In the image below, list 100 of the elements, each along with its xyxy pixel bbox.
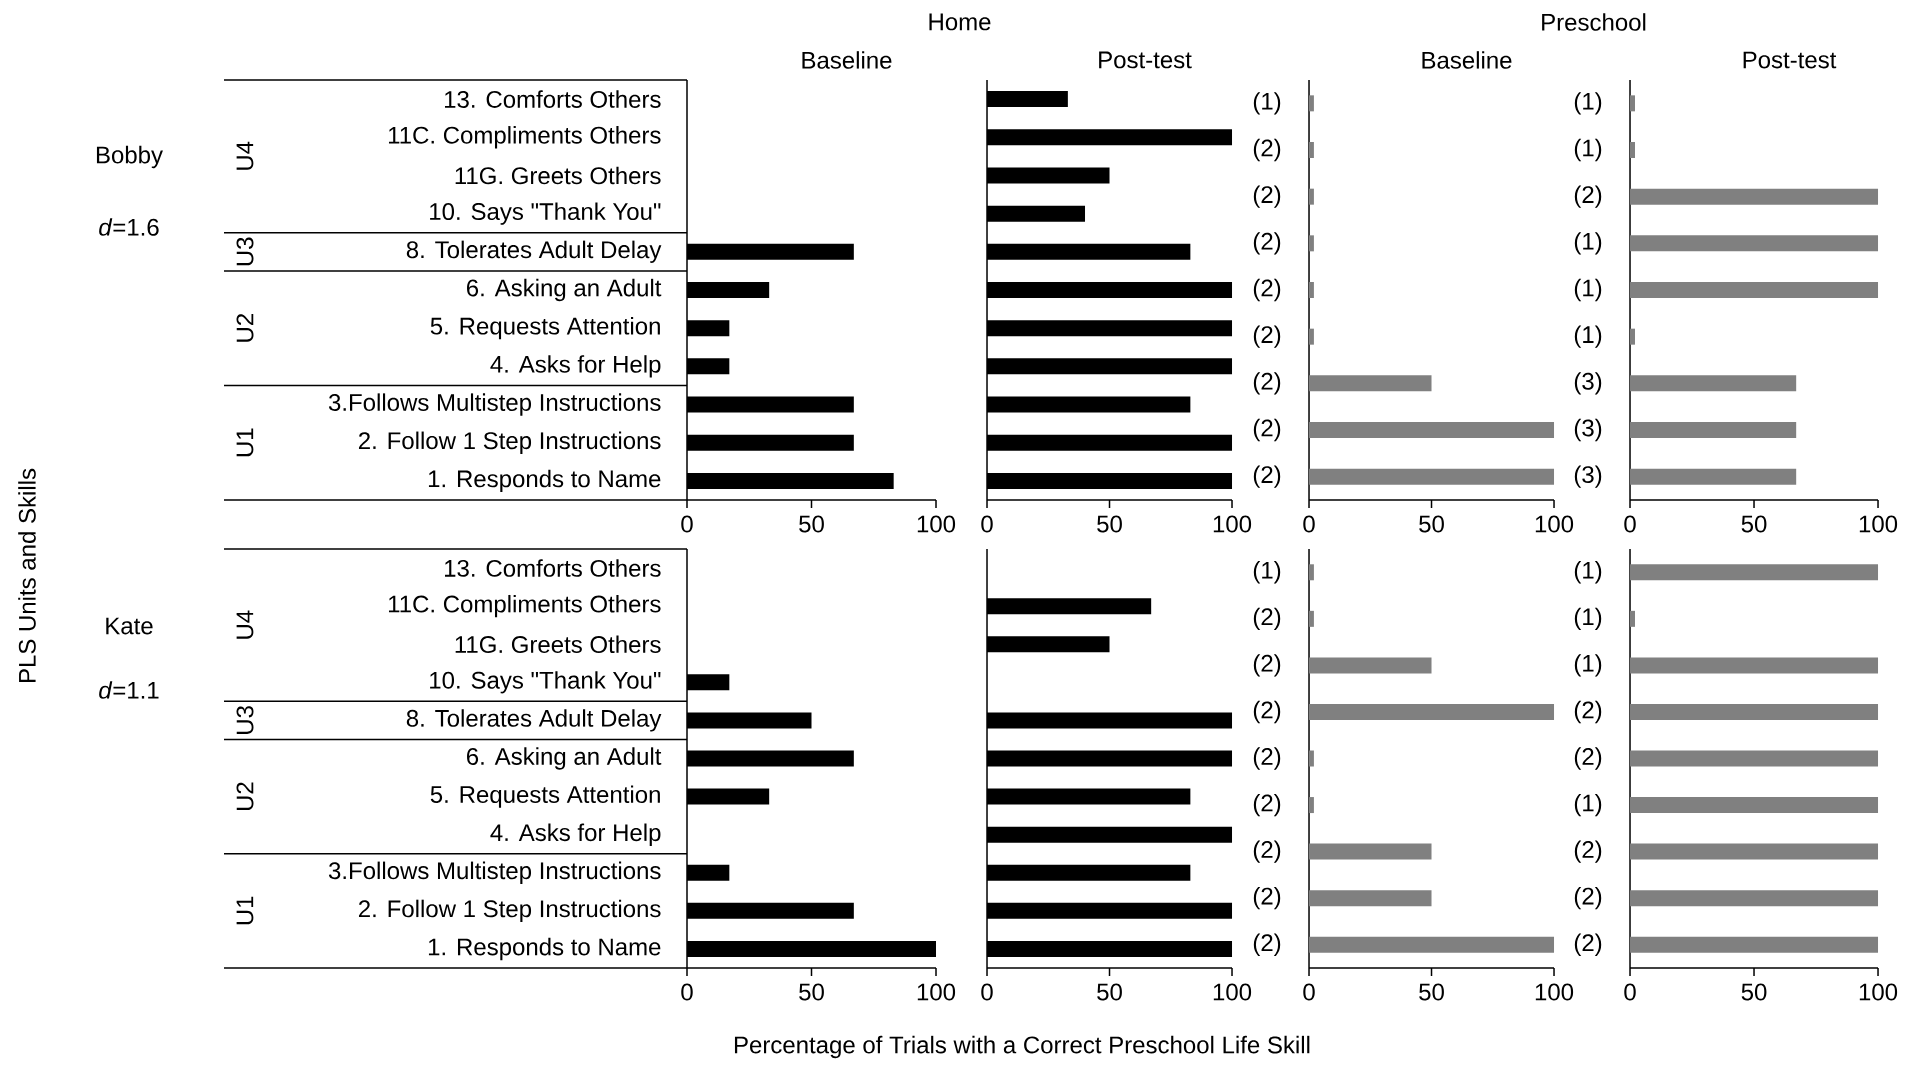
bar xyxy=(1309,188,1314,205)
text: (2) xyxy=(1253,747,1281,770)
bar xyxy=(1309,936,1555,953)
x-tick-label: 0 xyxy=(681,515,693,533)
chart-title: Preschool xyxy=(1542,13,1646,31)
text: (1) xyxy=(1574,607,1602,631)
bar xyxy=(1630,422,1797,438)
text: (2) xyxy=(1253,325,1281,348)
text: (1) xyxy=(1574,92,1602,115)
y-tick-label: 1. Responds to Name xyxy=(428,469,661,493)
bar xyxy=(1630,468,1797,485)
text: (2) xyxy=(1253,700,1281,724)
x-tick-label: 100 xyxy=(917,515,956,533)
text: U1 xyxy=(236,428,254,457)
y-tick-label: 13. Comforts Others xyxy=(445,559,661,577)
y-tick-label: 6. Asking an Adult xyxy=(467,747,662,770)
text: U3 xyxy=(236,706,254,734)
text: (2) xyxy=(1253,138,1281,162)
y-tick-label: 6. Asking an Adult xyxy=(467,278,662,302)
text: U4 xyxy=(236,141,254,170)
y-tick-label: 8. Tolerates Adult Delay xyxy=(406,240,662,264)
y-tick-label: 3.Follows Multistep Instructions xyxy=(328,861,661,884)
bar xyxy=(1309,235,1314,252)
text: (2) xyxy=(1253,840,1281,863)
chart-subtitle: Post-test xyxy=(1743,51,1837,69)
text: (3) xyxy=(1574,372,1602,395)
text: (1) xyxy=(1253,92,1281,115)
text: (2) xyxy=(1253,372,1281,395)
y-tick-label: 1. Responds to Name xyxy=(428,937,661,961)
text: (2) xyxy=(1253,654,1281,677)
x-tick-label: 0 xyxy=(1303,515,1315,533)
bar xyxy=(1309,564,1314,581)
text: (2) xyxy=(1574,886,1602,910)
bar xyxy=(1309,890,1432,907)
bar xyxy=(1630,95,1635,112)
text: U2 xyxy=(236,314,254,342)
x-tick-label: 50 xyxy=(1741,515,1767,533)
y-tick-label: 2. Follow 1 Step Instructions xyxy=(358,431,661,454)
y-tick-label: 5. Requests Attention xyxy=(430,785,660,808)
x-tick-label: 100 xyxy=(1859,983,1898,1001)
x-tick-label: 50 xyxy=(799,983,824,1001)
text: Bobby xyxy=(96,145,163,169)
x-tick-label: 100 xyxy=(1859,515,1898,533)
text: U1 xyxy=(236,896,254,925)
text: (2) xyxy=(1253,185,1281,208)
y-tick-label: 3.Follows Multistep Instructions xyxy=(328,393,661,416)
y-tick-label: 11G. Greets Others xyxy=(455,635,661,654)
x-tick-label: 0 xyxy=(1624,515,1636,533)
x-tick-label: 100 xyxy=(917,983,956,1001)
x-tick-label: 50 xyxy=(799,515,824,533)
x-tick-label: 0 xyxy=(1303,983,1315,1001)
bar xyxy=(1309,328,1314,345)
text: (1) xyxy=(1574,138,1602,162)
bar xyxy=(1309,375,1432,392)
y-axis-title: PLS Units and Skills xyxy=(18,468,36,683)
text: Kate xyxy=(106,617,153,635)
x-tick-label: 0 xyxy=(981,983,993,1001)
text: d=1.1 xyxy=(99,681,159,699)
bar xyxy=(1630,188,1879,205)
x-tick-label: 100 xyxy=(1535,515,1574,533)
text: (2) xyxy=(1574,185,1602,208)
bar xyxy=(1309,703,1555,720)
bar xyxy=(1309,282,1314,298)
bar xyxy=(1309,657,1432,674)
text: (1) xyxy=(1574,561,1602,584)
bar xyxy=(1309,610,1314,627)
bar xyxy=(1630,328,1635,345)
chart-subtitle: Baseline xyxy=(802,51,892,69)
text: (2) xyxy=(1253,465,1281,488)
bar xyxy=(1309,750,1314,767)
text: (1) xyxy=(1574,232,1602,255)
text: (2) xyxy=(1253,793,1281,817)
text: (2) xyxy=(1574,700,1602,724)
y-tick-label: 10. Says "Thank You" xyxy=(430,671,661,694)
y-tick-label: 10. Says "Thank You" xyxy=(430,202,661,225)
bar xyxy=(1630,282,1879,298)
text: d=1.6 xyxy=(99,218,159,236)
text: (3) xyxy=(1574,465,1602,488)
chart-title: Home xyxy=(929,13,991,31)
text: (2) xyxy=(1574,840,1602,863)
bar xyxy=(1309,468,1555,485)
x-tick-label: 50 xyxy=(1741,983,1767,1001)
text: (1) xyxy=(1574,654,1602,677)
bar xyxy=(1309,797,1314,814)
y-tick-label: 13. Comforts Others xyxy=(445,90,661,108)
bar xyxy=(1309,95,1314,112)
y-tick-label: 2. Follow 1 Step Instructions xyxy=(358,899,661,923)
text: (1) xyxy=(1574,278,1602,302)
y-tick-label: 11C. Compliments Others xyxy=(388,126,661,149)
text: (2) xyxy=(1574,933,1602,956)
text: U2 xyxy=(236,782,254,811)
text: (1) xyxy=(1574,325,1602,348)
text: (2) xyxy=(1253,607,1281,631)
x-tick-label: 50 xyxy=(1419,983,1444,1001)
chart-subtitle: Post-test xyxy=(1099,51,1192,69)
x-tick-label: 0 xyxy=(981,515,993,533)
x-axis-title: Percentage of Trials with a Correct Preschool Life Skill xyxy=(734,1035,1310,1059)
y-tick-label: 4. Asks for Help xyxy=(490,355,661,378)
y-tick-label: 11C. Compliments Others xyxy=(388,594,661,618)
text: (2) xyxy=(1574,747,1602,770)
